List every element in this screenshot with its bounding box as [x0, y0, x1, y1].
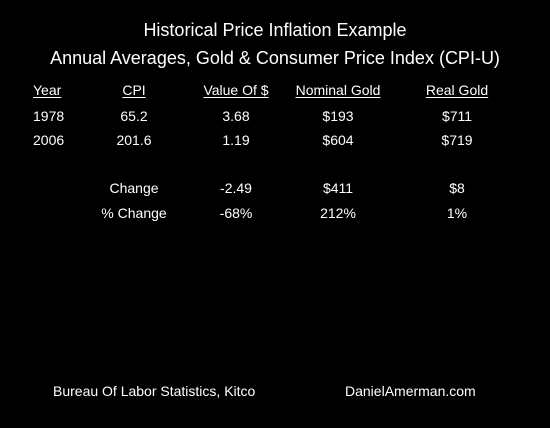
header-real-gold: Real Gold [425, 82, 489, 98]
header-value-of-dollar: Value Of $ [203, 82, 269, 98]
pct-change-label: % Change [101, 205, 167, 221]
change-value: -2.49 [220, 180, 252, 196]
footer-website: DanielAmerman.com [345, 383, 476, 399]
change-label: Change [109, 180, 159, 196]
row-2006-cpi: 201.6 [116, 132, 152, 148]
title-line-2: Annual Averages, Gold & Consumer Price I… [50, 48, 500, 68]
header-year: Year [33, 82, 62, 98]
footer-source: Bureau Of Labor Statistics, Kitco [53, 383, 256, 399]
change-nominal-gold: $411 [322, 180, 354, 196]
row-2006-nominal-gold: $604 [322, 132, 354, 148]
row-2006-value: 1.19 [222, 132, 250, 148]
row-1978-nominal-gold: $193 [322, 108, 354, 124]
row-2006-year: 2006 [33, 132, 65, 148]
row-1978-real-gold: $711 [441, 108, 473, 124]
pct-change-real-gold: 1% [446, 205, 468, 221]
header-cpi: CPI [122, 82, 146, 98]
header-nominal-gold: Nominal Gold [295, 82, 381, 98]
row-1978-year: 1978 [33, 108, 65, 124]
pct-change-value: -68% [219, 205, 253, 221]
row-2006-real-gold: $719 [441, 132, 473, 148]
row-1978-cpi: 65.2 [120, 108, 148, 124]
title-line-1: Historical Price Inflation Example [143, 20, 407, 40]
pct-change-nominal-gold: 212% [320, 205, 356, 221]
change-real-gold: $8 [449, 180, 465, 196]
row-1978-value: 3.68 [222, 108, 250, 124]
